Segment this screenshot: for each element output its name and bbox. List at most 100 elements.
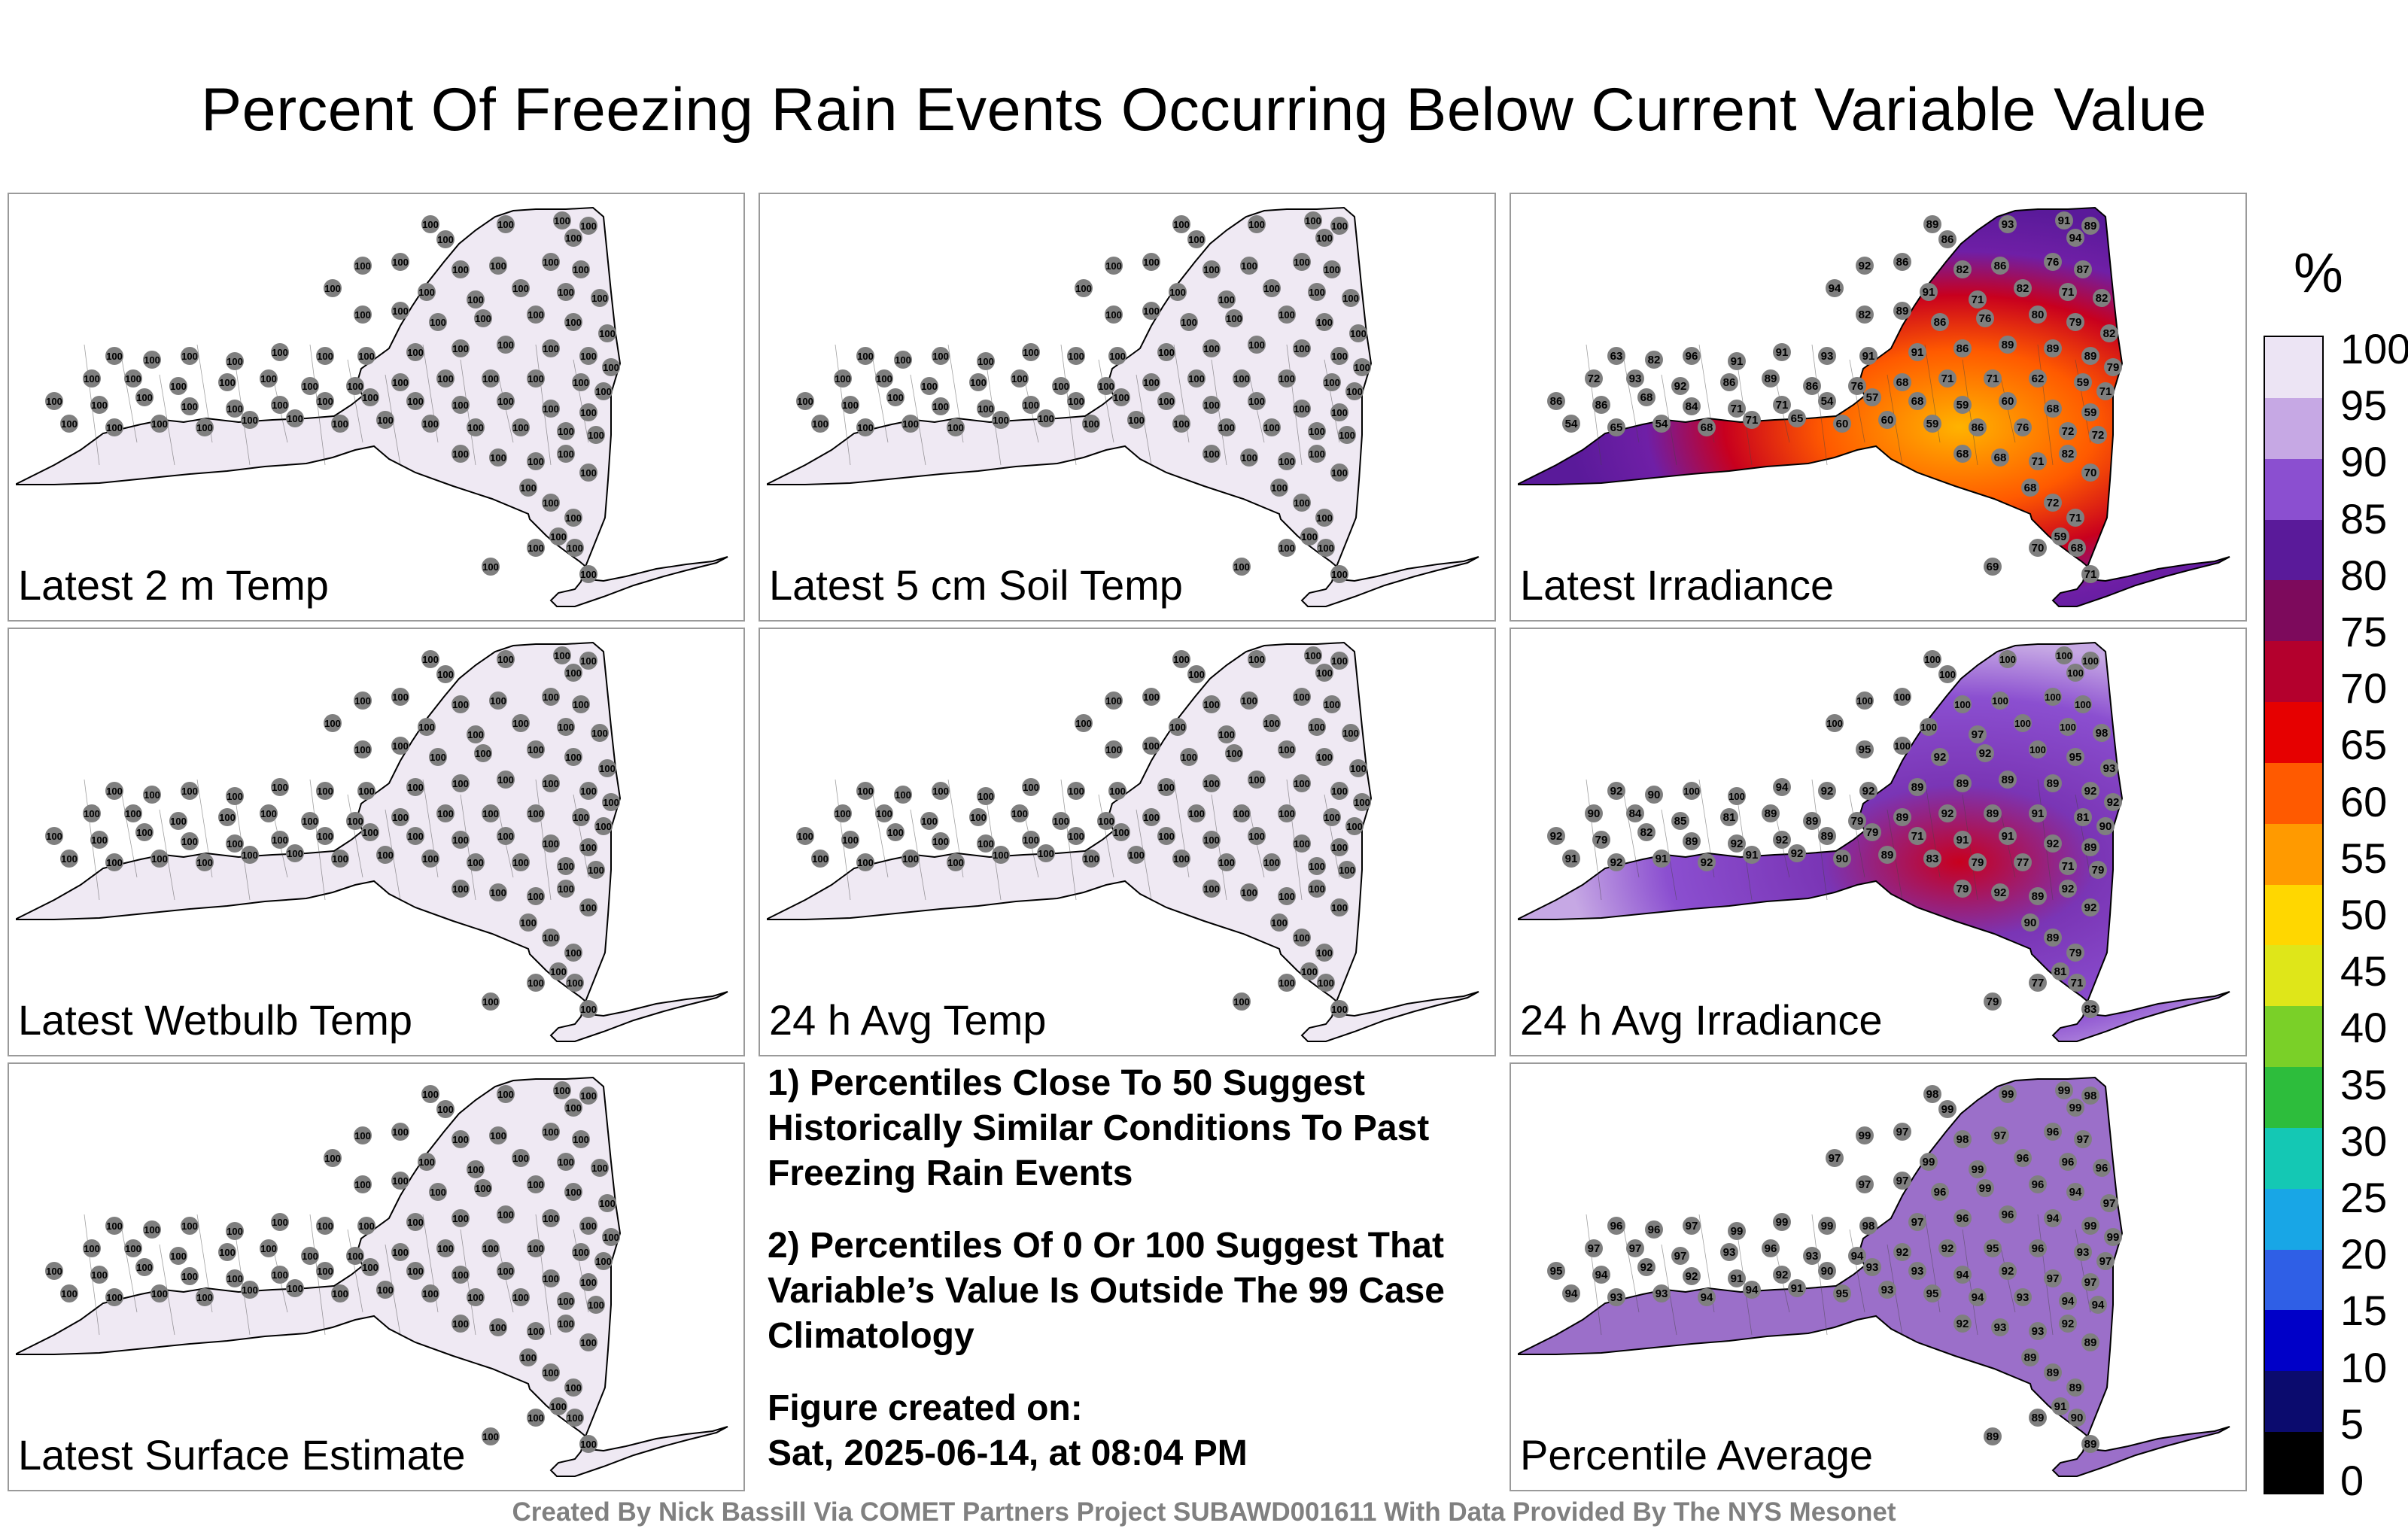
station-marker xyxy=(856,782,874,800)
station-marker xyxy=(2059,1315,2077,1333)
station-value: 100 xyxy=(1324,812,1340,823)
station-value: 100 xyxy=(46,831,62,842)
station-marker xyxy=(2021,913,2039,932)
station-value: 100 xyxy=(528,456,544,467)
station-marker xyxy=(451,880,470,898)
station-marker xyxy=(2066,664,2084,682)
station-value: 90 xyxy=(2024,916,2037,929)
station-value: 100 xyxy=(317,786,333,797)
station-value: 100 xyxy=(452,778,469,789)
station-value: 100 xyxy=(1158,831,1175,842)
station-marker xyxy=(467,290,485,309)
station-value: 99 xyxy=(1941,1103,1954,1116)
station-marker xyxy=(83,1239,101,1257)
station-marker xyxy=(572,695,590,713)
station-value: 100 xyxy=(1683,786,1700,797)
station-value: 100 xyxy=(580,1277,597,1288)
station-marker xyxy=(566,1409,584,1427)
station-value: 100 xyxy=(1169,287,1186,298)
station-marker xyxy=(1878,846,1896,864)
station-value: 59 xyxy=(1926,418,1939,430)
station-marker xyxy=(1953,1130,1972,1148)
station-value: 100 xyxy=(1342,293,1359,304)
station-value: 92 xyxy=(1610,856,1623,869)
county-line xyxy=(121,794,138,878)
station-marker xyxy=(1969,725,1987,743)
station-marker xyxy=(1773,1266,1791,1284)
station-value: 95 xyxy=(1859,743,1871,756)
station-marker xyxy=(436,369,455,388)
figure-created-date: Sat, 2025-06-14, at 08:04 PM xyxy=(768,1433,1248,1473)
station-marker xyxy=(2029,1322,2047,1340)
station-marker xyxy=(1067,827,1085,845)
colorbar-segment xyxy=(2265,884,2322,947)
station-value: 96 xyxy=(2017,1152,2029,1165)
station-marker xyxy=(169,377,187,395)
station-value: 90 xyxy=(1588,807,1601,820)
station-value: 97 xyxy=(1911,1216,1924,1229)
station-marker xyxy=(1308,857,1326,875)
panel-label: Latest 5 cm Soil Temp xyxy=(769,561,1183,609)
station-value: 100 xyxy=(1324,377,1340,388)
station-marker xyxy=(932,347,950,365)
station-marker xyxy=(542,339,560,357)
station-marker xyxy=(2096,817,2115,835)
station-value: 86 xyxy=(1956,342,1969,355)
station-value: 100 xyxy=(1318,543,1334,554)
station-value: 89 xyxy=(1896,305,1909,318)
station-marker xyxy=(579,217,597,235)
station-value: 92 xyxy=(1550,830,1563,843)
station-value: 65 xyxy=(1610,421,1623,434)
station-marker xyxy=(226,352,244,370)
station-marker xyxy=(1607,347,1625,365)
station-marker xyxy=(2096,382,2115,400)
station-marker xyxy=(2044,834,2062,853)
station-marker xyxy=(2081,1273,2099,1291)
station-marker xyxy=(1908,343,1926,361)
station-marker xyxy=(579,403,597,421)
station-marker xyxy=(124,804,142,822)
station-marker xyxy=(421,215,439,233)
station-marker xyxy=(451,1209,470,1227)
station-value: 100 xyxy=(84,808,100,819)
station-value: 100 xyxy=(543,1126,559,1138)
station-marker xyxy=(1984,992,2002,1011)
station-value: 100 xyxy=(2067,667,2084,679)
station-marker xyxy=(391,737,409,755)
station-marker xyxy=(811,415,829,433)
station-marker xyxy=(324,714,342,732)
station-marker xyxy=(1931,748,1949,766)
panel-label: Latest 2 m Temp xyxy=(18,561,329,609)
station-marker xyxy=(886,388,905,406)
station-marker xyxy=(2104,1228,2122,1246)
station-value: 98 xyxy=(1956,1133,1969,1146)
station-marker xyxy=(226,834,244,853)
station-marker xyxy=(527,887,545,905)
station-marker xyxy=(1592,1266,1610,1284)
station-value: 100 xyxy=(512,283,529,294)
station-marker xyxy=(1169,718,1187,736)
station-value: 100 xyxy=(347,1251,363,1262)
station-value: 100 xyxy=(1233,561,1250,573)
station-value: 100 xyxy=(1083,418,1099,430)
station-value: 91 xyxy=(2002,830,2014,843)
colorbar-tick-label: 100 xyxy=(2340,325,2408,372)
station-value: 83 xyxy=(1926,853,1939,865)
station-marker xyxy=(1304,211,1322,229)
station-value: 100 xyxy=(1083,853,1099,865)
station-value: 100 xyxy=(392,740,409,752)
station-value: 97 xyxy=(2103,1197,2116,1210)
station-marker xyxy=(1187,804,1206,822)
colorbar-segment xyxy=(2265,945,2322,1008)
station-marker xyxy=(579,898,597,916)
station-marker xyxy=(594,817,613,835)
station-value: 100 xyxy=(512,718,529,729)
station-marker xyxy=(1848,1247,1866,1265)
station-marker xyxy=(512,853,530,871)
station-value: 100 xyxy=(580,569,597,580)
station-marker xyxy=(331,415,349,433)
map-panel: 100 100 100 100 100 100 100 100 100 100 100 100 100 1… xyxy=(8,193,745,622)
station-marker xyxy=(2059,857,2077,875)
station-marker xyxy=(135,823,154,841)
